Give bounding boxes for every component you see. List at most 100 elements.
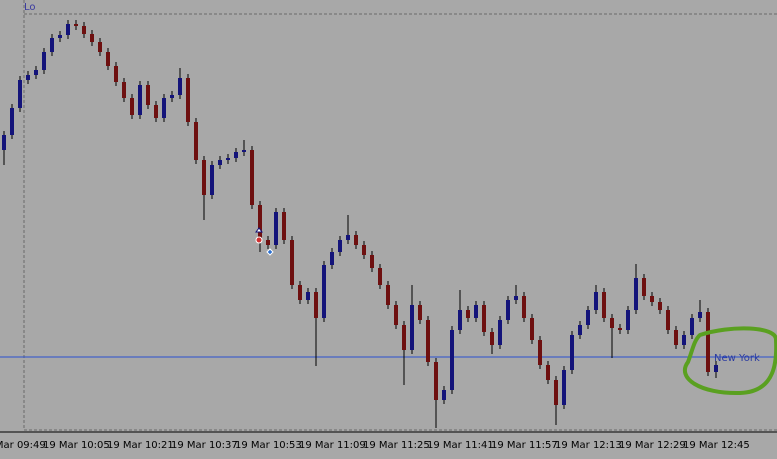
candle-body [98, 42, 102, 52]
candle-body [114, 66, 118, 82]
candle-body [354, 235, 358, 245]
candle-body [242, 150, 246, 152]
candle-body [642, 278, 646, 296]
horizontal-line-label: New York [714, 353, 760, 364]
candle-body [186, 78, 190, 122]
candle-body [562, 370, 566, 405]
candle-body [362, 245, 366, 255]
candle-body [298, 285, 302, 300]
candle-body [506, 300, 510, 320]
candle-body [26, 75, 30, 80]
candle-body [226, 158, 230, 160]
candle-body [402, 325, 406, 350]
candle-body [418, 305, 422, 320]
candle-body [442, 390, 446, 400]
candle-body [466, 310, 470, 318]
candle-body [162, 98, 166, 118]
candle-body [610, 318, 614, 328]
candle-body [82, 26, 86, 34]
candle-body [410, 305, 414, 350]
candle-body [2, 135, 6, 150]
x-tick-label: 19 Mar 12:29 [619, 440, 686, 451]
x-tick-label: 19 Mar 10:05 [43, 440, 110, 451]
candle-body [578, 325, 582, 335]
x-tick-label: 19 Mar 09:49 [0, 440, 46, 451]
candle-body [546, 365, 550, 380]
candle-body [218, 160, 222, 165]
candle-body [458, 310, 462, 330]
candle-body [306, 292, 310, 300]
candle-body [650, 296, 654, 302]
candle-body [346, 235, 350, 240]
candle-body [66, 24, 70, 35]
candle-body [538, 340, 542, 365]
candle-body [394, 305, 398, 325]
candle-body [154, 105, 158, 118]
candle-body [682, 335, 686, 345]
x-tick-label: 19 Mar 10:53 [235, 440, 302, 451]
candle-body [554, 380, 558, 405]
candle-body [90, 34, 94, 42]
candle-body [314, 292, 318, 318]
candle-body [250, 150, 254, 205]
candle-body [666, 310, 670, 330]
x-tick-label: 19 Mar 11:09 [299, 440, 366, 451]
hand-drawn-circle [682, 326, 777, 396]
candle-body [10, 108, 14, 135]
x-tick-label: 19 Mar 12:45 [683, 440, 750, 451]
candle-body [338, 240, 342, 252]
candle-body [602, 292, 606, 318]
candle-body [34, 70, 38, 75]
candle-body [130, 98, 134, 115]
candle-body [170, 95, 174, 98]
candle-body [530, 318, 534, 340]
candle-body [474, 305, 478, 318]
candle-body [266, 240, 270, 245]
candle-body [498, 320, 502, 345]
candle-body [322, 265, 326, 318]
trade-markers [255, 227, 274, 256]
candle-body [634, 278, 638, 310]
candle-body [386, 285, 390, 305]
x-tick-label: 19 Mar 11:57 [491, 440, 558, 451]
candle-body [658, 302, 662, 310]
candle-body [490, 332, 494, 345]
candle-body [434, 362, 438, 400]
x-tick-label: 19 Mar 11:41 [427, 440, 494, 451]
candle-body [258, 205, 262, 240]
candle-body [594, 292, 598, 310]
candle-body [202, 160, 206, 195]
candle-body [146, 85, 150, 105]
candle-body [210, 165, 214, 195]
candle-body [274, 212, 278, 245]
candle-body [378, 268, 382, 285]
x-tick-label: 19 Mar 12:13 [555, 440, 622, 451]
candle-body [330, 252, 334, 265]
candle-body [50, 38, 54, 52]
candle-body [194, 122, 198, 160]
candle-body [42, 52, 46, 70]
candle-body [514, 296, 518, 300]
candle-body [290, 240, 294, 285]
candle-body [282, 212, 286, 240]
candle-body [674, 330, 678, 345]
candle-body [626, 310, 630, 330]
candle-body [178, 78, 182, 95]
candle-body [522, 296, 526, 318]
indicator-label: Lo [24, 2, 36, 13]
candle-body [706, 312, 710, 372]
x-tick-label: 19 Mar 10:21 [107, 440, 174, 451]
candle-body [74, 24, 78, 26]
candle-body [570, 335, 574, 370]
candle-body [426, 320, 430, 362]
candle-body [586, 310, 590, 325]
candle-body [698, 312, 702, 318]
candle-body [58, 35, 62, 38]
candle-body [482, 305, 486, 332]
x-tick-label: 19 Mar 11:25 [363, 440, 430, 451]
candle-body [690, 318, 694, 335]
candle-body [714, 365, 718, 372]
